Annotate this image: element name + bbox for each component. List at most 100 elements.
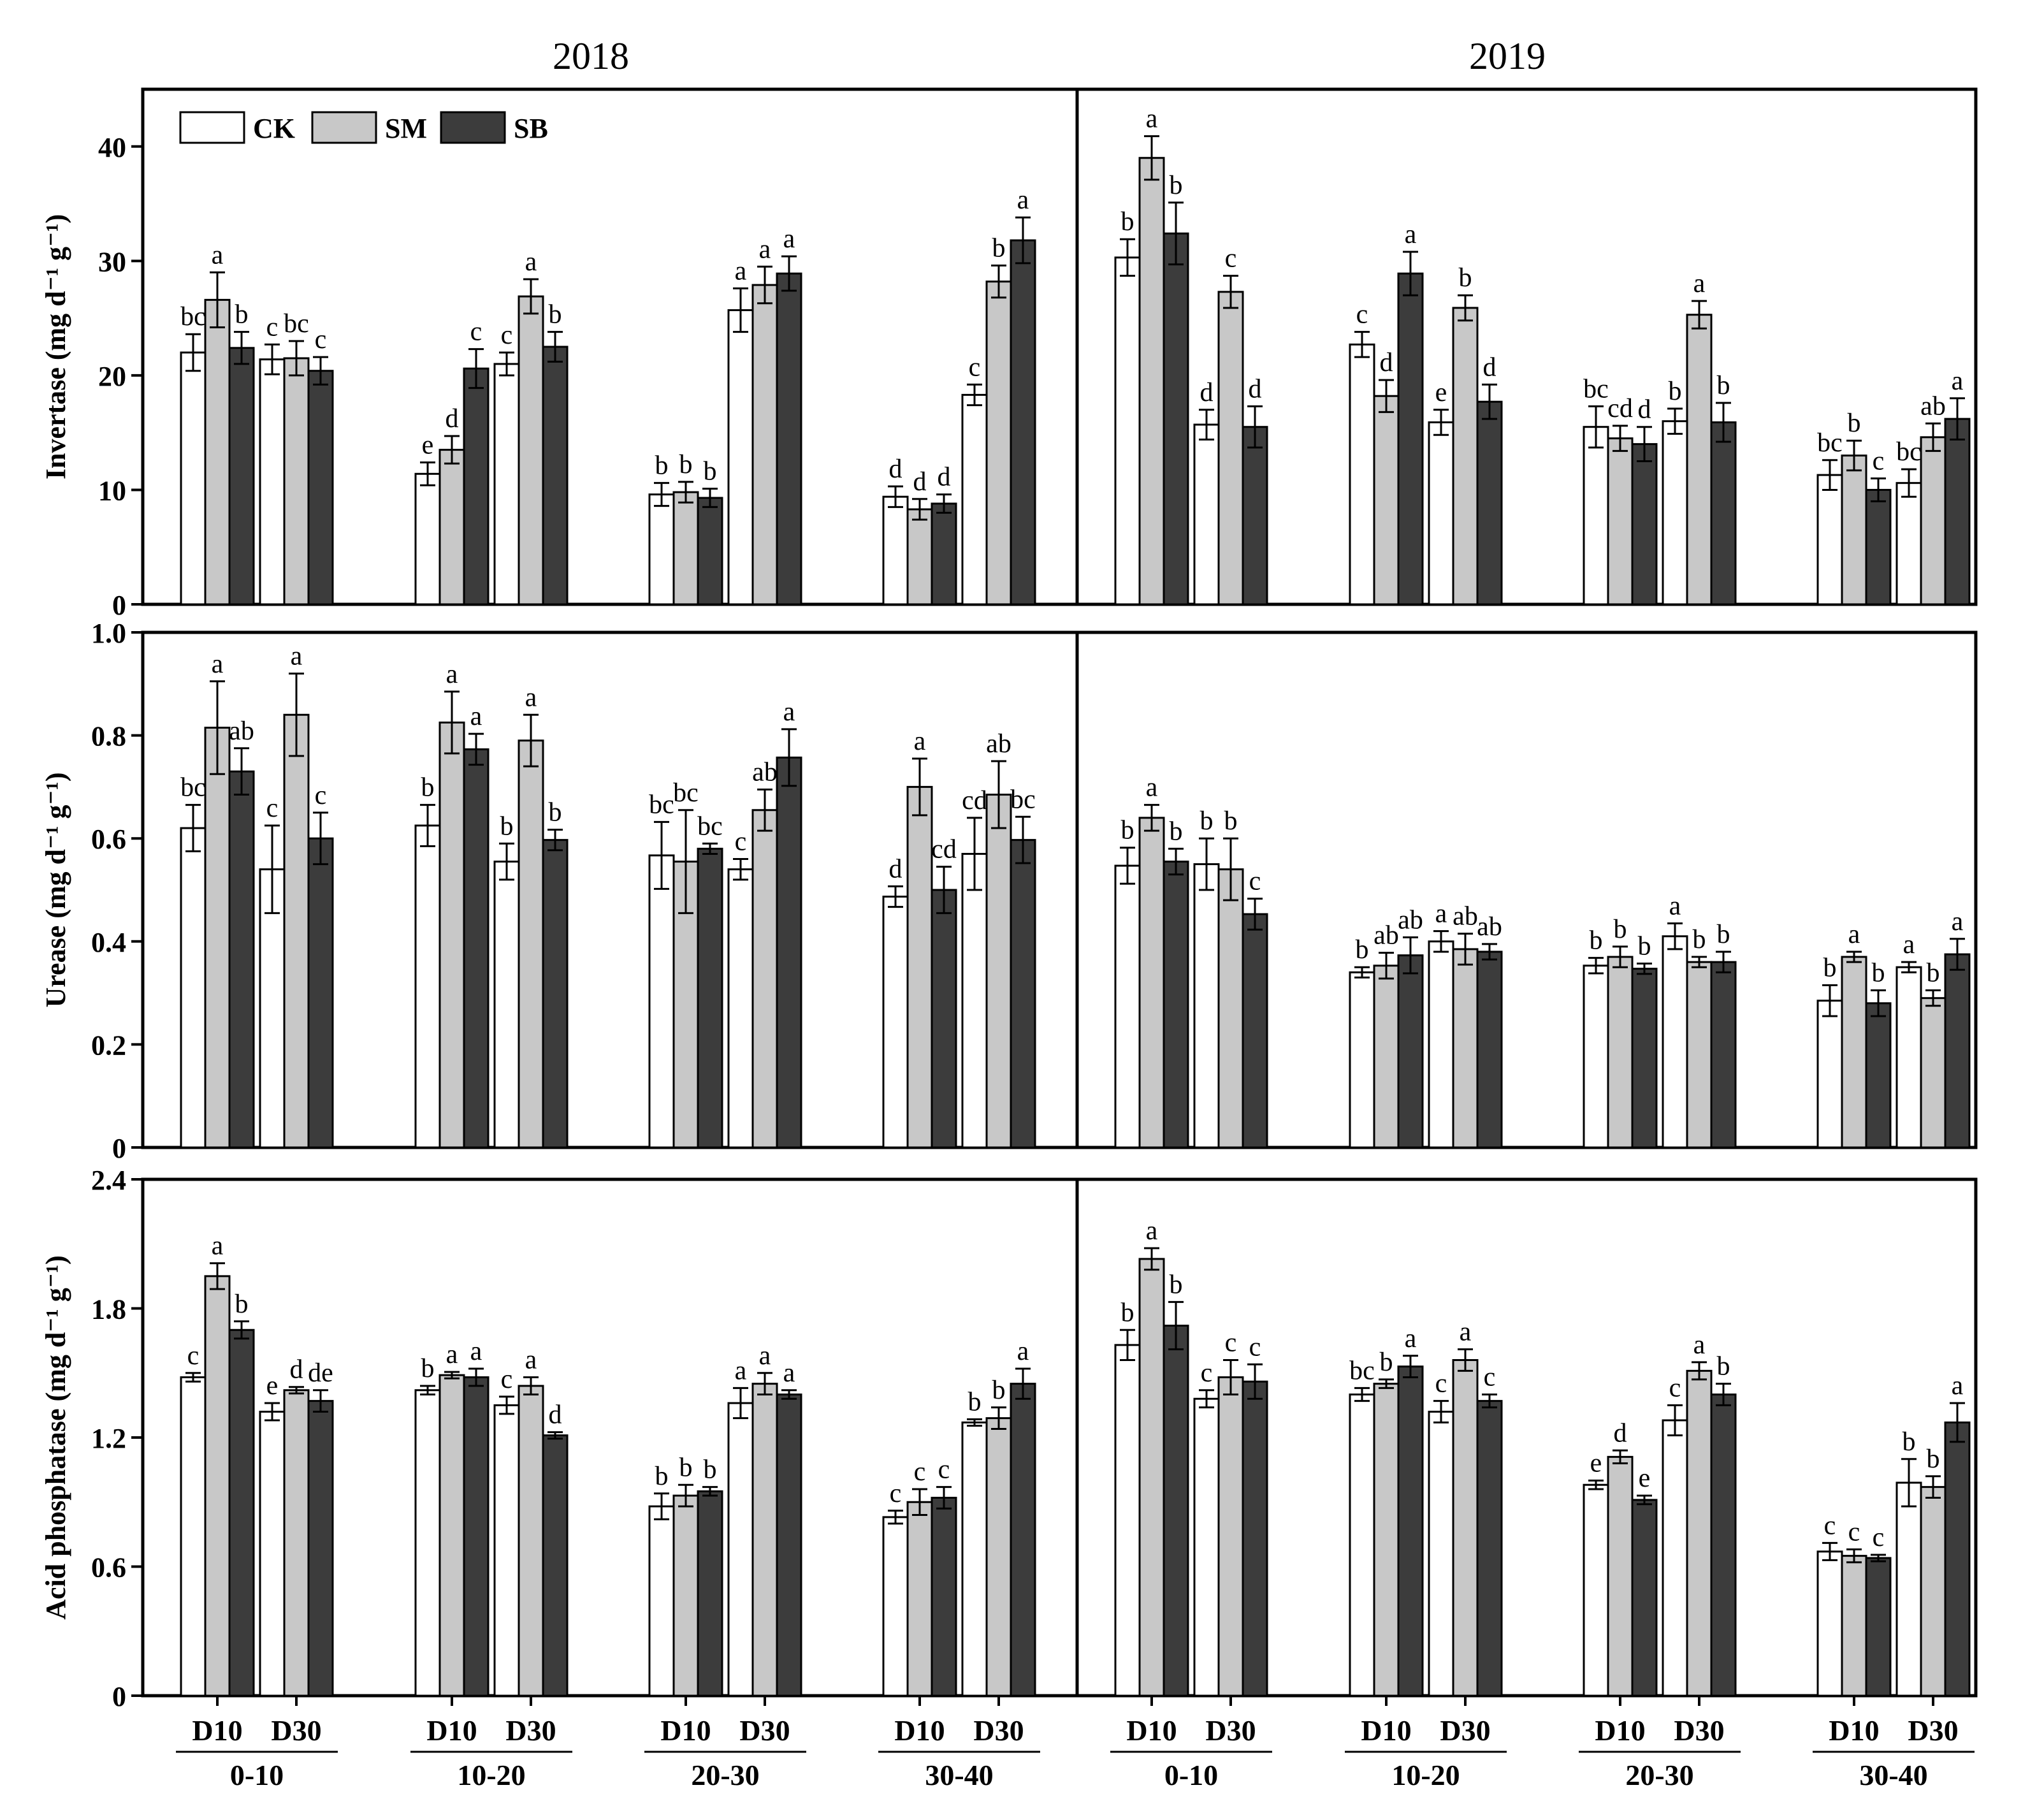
- significance-letter-acid-phosphatase-2018-20-30-D10-SB: b: [704, 1455, 717, 1485]
- bar-urease-2018-0-10-D10-CK: [180, 827, 207, 1149]
- significance-letter-urease-2018-0-10-D30-CK: c: [266, 794, 279, 823]
- significance-letter-acid-phosphatase-2018-20-30-D10-SM: b: [679, 1453, 693, 1482]
- bar-urease-2018-30-40-D30-CK: [961, 852, 988, 1149]
- bar-invertase-2019-20-30-D10-SM: [1607, 437, 1634, 606]
- bar-acid-phosphatase-2019-10-20-D10-CK: [1349, 1394, 1375, 1697]
- error-bar-urease-2018-0-10-D10-SM: [210, 680, 225, 775]
- error-bar-acid-phosphatase-2018-20-30-D10-CK: [654, 1492, 669, 1520]
- significance-letter-invertase-2019-30-40-D10-SM: b: [1848, 409, 1861, 438]
- significance-letter-urease-2018-0-10-D10-SM: a: [212, 650, 224, 679]
- significance-letter-invertase-2019-0-10-D30-CK: d: [1200, 378, 1214, 407]
- bar-acid-phosphatase-2018-10-20-D10-CK: [414, 1389, 441, 1697]
- y-tick-label-invertase: 20: [98, 361, 126, 392]
- error-bar-invertase-2018-10-20-D10-SM: [444, 435, 460, 465]
- x-tick-label-D10: D10: [192, 1714, 242, 1747]
- bar-urease-2019-20-30-D30-SB: [1710, 961, 1737, 1149]
- bar-acid-phosphatase-2019-0-10-D10-CK: [1114, 1344, 1141, 1697]
- error-bar-urease-2018-20-30-D30-SM: [757, 788, 772, 832]
- panel-frame-urease-2019: [1075, 630, 1978, 1149]
- bar-urease-2018-30-40-D10-SB: [931, 889, 957, 1149]
- bar-urease-2018-20-30-D30-SM: [751, 809, 778, 1149]
- error-bar-urease-2018-30-40-D30-SB: [1015, 815, 1031, 864]
- bar-invertase-2019-10-20-D10-SM: [1373, 395, 1400, 606]
- error-bar-urease-2019-30-40-D10-CK: [1822, 984, 1837, 1017]
- significance-letter-invertase-2018-30-40-D30-SM: b: [992, 234, 1006, 263]
- significance-letter-urease-2018-0-10-D30-SB: c: [315, 781, 327, 810]
- significance-letter-acid-phosphatase-2019-20-30-D10-SM: d: [1614, 1418, 1627, 1448]
- x-tick-label-D10: D10: [426, 1714, 477, 1747]
- bar-urease-2019-20-30-D10-SB: [1631, 968, 1658, 1149]
- error-bar-acid-phosphatase-2018-30-40-D30-SM: [991, 1406, 1006, 1430]
- significance-letter-acid-phosphatase-2019-10-20-D30-SB: c: [1484, 1363, 1496, 1392]
- error-bar-invertase-2019-0-10-D10-SM: [1144, 135, 1159, 181]
- significance-letter-acid-phosphatase-2019-20-30-D30-SM: a: [1693, 1330, 1706, 1360]
- significance-letter-urease-2019-0-10-D10-SB: b: [1170, 817, 1183, 846]
- error-bar-urease-2018-20-30-D10-SM: [678, 809, 693, 914]
- bar-invertase-2019-20-30-D30-SB: [1710, 421, 1737, 606]
- significance-letter-urease-2019-20-30-D10-SM: b: [1614, 915, 1627, 944]
- significance-letter-urease-2018-30-40-D10-SB: cd: [931, 835, 957, 864]
- significance-letter-urease-2018-10-20-D10-SM: a: [446, 660, 458, 689]
- error-bar-urease-2019-30-40-D10-SB: [1871, 989, 1886, 1017]
- bar-acid-phosphatase-2018-10-20-D10-SM: [439, 1374, 465, 1697]
- bar-urease-2018-10-20-D30-CK: [493, 861, 520, 1149]
- bar-acid-phosphatase-2018-0-10-D10-SM: [204, 1275, 231, 1697]
- bar-invertase-2019-0-10-D10-CK: [1114, 256, 1141, 606]
- significance-letter-urease-2018-0-10-D10-SB: ab: [229, 717, 254, 746]
- error-bar-invertase-2018-0-10-D10-SM: [210, 271, 225, 328]
- error-bar-urease-2018-20-30-D30-CK: [733, 858, 748, 881]
- bar-acid-phosphatase-2018-0-10-D30-SM: [283, 1389, 310, 1697]
- error-bar-urease-2018-30-40-D30-SM: [991, 760, 1006, 829]
- error-bar-invertase-2018-20-30-D30-SM: [757, 265, 772, 305]
- legend: CK SM SB: [179, 111, 548, 144]
- significance-letter-acid-phosphatase-2018-0-10-D30-CK: e: [266, 1371, 279, 1401]
- significance-letter-urease-2019-20-30-D30-CK: a: [1669, 892, 1681, 921]
- depth-label-30-40: 30-40: [1859, 1759, 1927, 1791]
- error-bar-invertase-2018-10-20-D30-SM: [523, 278, 539, 315]
- error-bar-invertase-2018-0-10-D10-CK: [185, 333, 201, 372]
- legend-swatch-CK: [179, 111, 245, 144]
- error-bar-invertase-2018-0-10-D30-SM: [289, 340, 304, 377]
- bar-acid-phosphatase-2018-20-30-D10-SB: [697, 1490, 723, 1697]
- x-tick-label-D30: D30: [739, 1714, 790, 1747]
- error-bar-urease-2019-30-40-D30-SM: [1925, 989, 1941, 1007]
- error-bar-acid-phosphatase-2019-10-20-D10-SB: [1403, 1355, 1418, 1378]
- significance-letter-acid-phosphatase-2019-30-40-D10-SB: c: [1873, 1523, 1885, 1552]
- significance-letter-acid-phosphatase-2019-10-20-D10-SB: a: [1405, 1324, 1417, 1353]
- bar-acid-phosphatase-2018-10-20-D30-SM: [518, 1385, 544, 1697]
- significance-letter-urease-2018-10-20-D10-CK: b: [421, 773, 435, 803]
- bar-acid-phosphatase-2019-0-10-D30-CK: [1193, 1397, 1220, 1697]
- error-bar-urease-2018-20-30-D30-SB: [781, 728, 797, 787]
- error-bar-acid-phosphatase-2018-20-30-D30-CK: [733, 1387, 748, 1420]
- bar-invertase-2019-20-30-D10-CK: [1583, 426, 1609, 606]
- bar-acid-phosphatase-2018-10-20-D30-SB: [542, 1434, 569, 1697]
- significance-letter-urease-2018-30-40-D30-SB: bc: [1010, 785, 1036, 814]
- bar-urease-2019-30-40-D10-SB: [1865, 1002, 1892, 1149]
- bar-acid-phosphatase-2018-30-40-D10-SM: [906, 1501, 933, 1697]
- depth-label-20-30: 20-30: [1625, 1759, 1693, 1791]
- bar-urease-2018-10-20-D10-SB: [463, 748, 489, 1149]
- error-bar-invertase-2018-20-30-D10-SM: [678, 481, 693, 504]
- y-tick-label-acid-phosphatase: 0.6: [91, 1552, 126, 1583]
- error-bar-urease-2018-0-10-D30-SM: [289, 673, 304, 757]
- bar-urease-2018-20-30-D10-SB: [697, 847, 723, 1149]
- error-bar-urease-2019-0-10-D10-CK: [1120, 847, 1135, 885]
- error-bar-acid-phosphatase-2019-20-30-D10-SB: [1637, 1494, 1652, 1506]
- significance-letter-urease-2019-30-40-D30-SB: a: [1952, 907, 1964, 936]
- error-bar-acid-phosphatase-2019-20-30-D10-CK: [1588, 1480, 1604, 1490]
- significance-letter-invertase-2019-10-20-D30-SM: b: [1459, 263, 1472, 293]
- error-bar-acid-phosphatase-2019-20-30-D10-SM: [1613, 1449, 1628, 1464]
- error-bar-urease-2018-10-20-D30-SM: [523, 713, 539, 768]
- bar-acid-phosphatase-2019-0-10-D30-SM: [1217, 1376, 1244, 1697]
- significance-letter-urease-2019-10-20-D10-SB: ab: [1398, 905, 1423, 935]
- depth-label-10-20: 10-20: [1391, 1759, 1460, 1791]
- error-bar-invertase-2019-10-20-D10-CK: [1354, 331, 1370, 358]
- panel-frame-invertase-2019: [1075, 87, 1978, 606]
- significance-letter-invertase-2018-30-40-D10-CK: d: [889, 455, 902, 484]
- error-bar-acid-phosphatase-2018-30-40-D30-SB: [1015, 1367, 1031, 1400]
- significance-letter-invertase-2018-0-10-D10-SB: b: [235, 300, 249, 330]
- significance-letter-acid-phosphatase-2019-0-10-D30-SB: c: [1249, 1332, 1261, 1362]
- bar-invertase-2018-20-30-D30-CK: [727, 309, 754, 606]
- y-tick-label-urease: 0.8: [91, 721, 126, 752]
